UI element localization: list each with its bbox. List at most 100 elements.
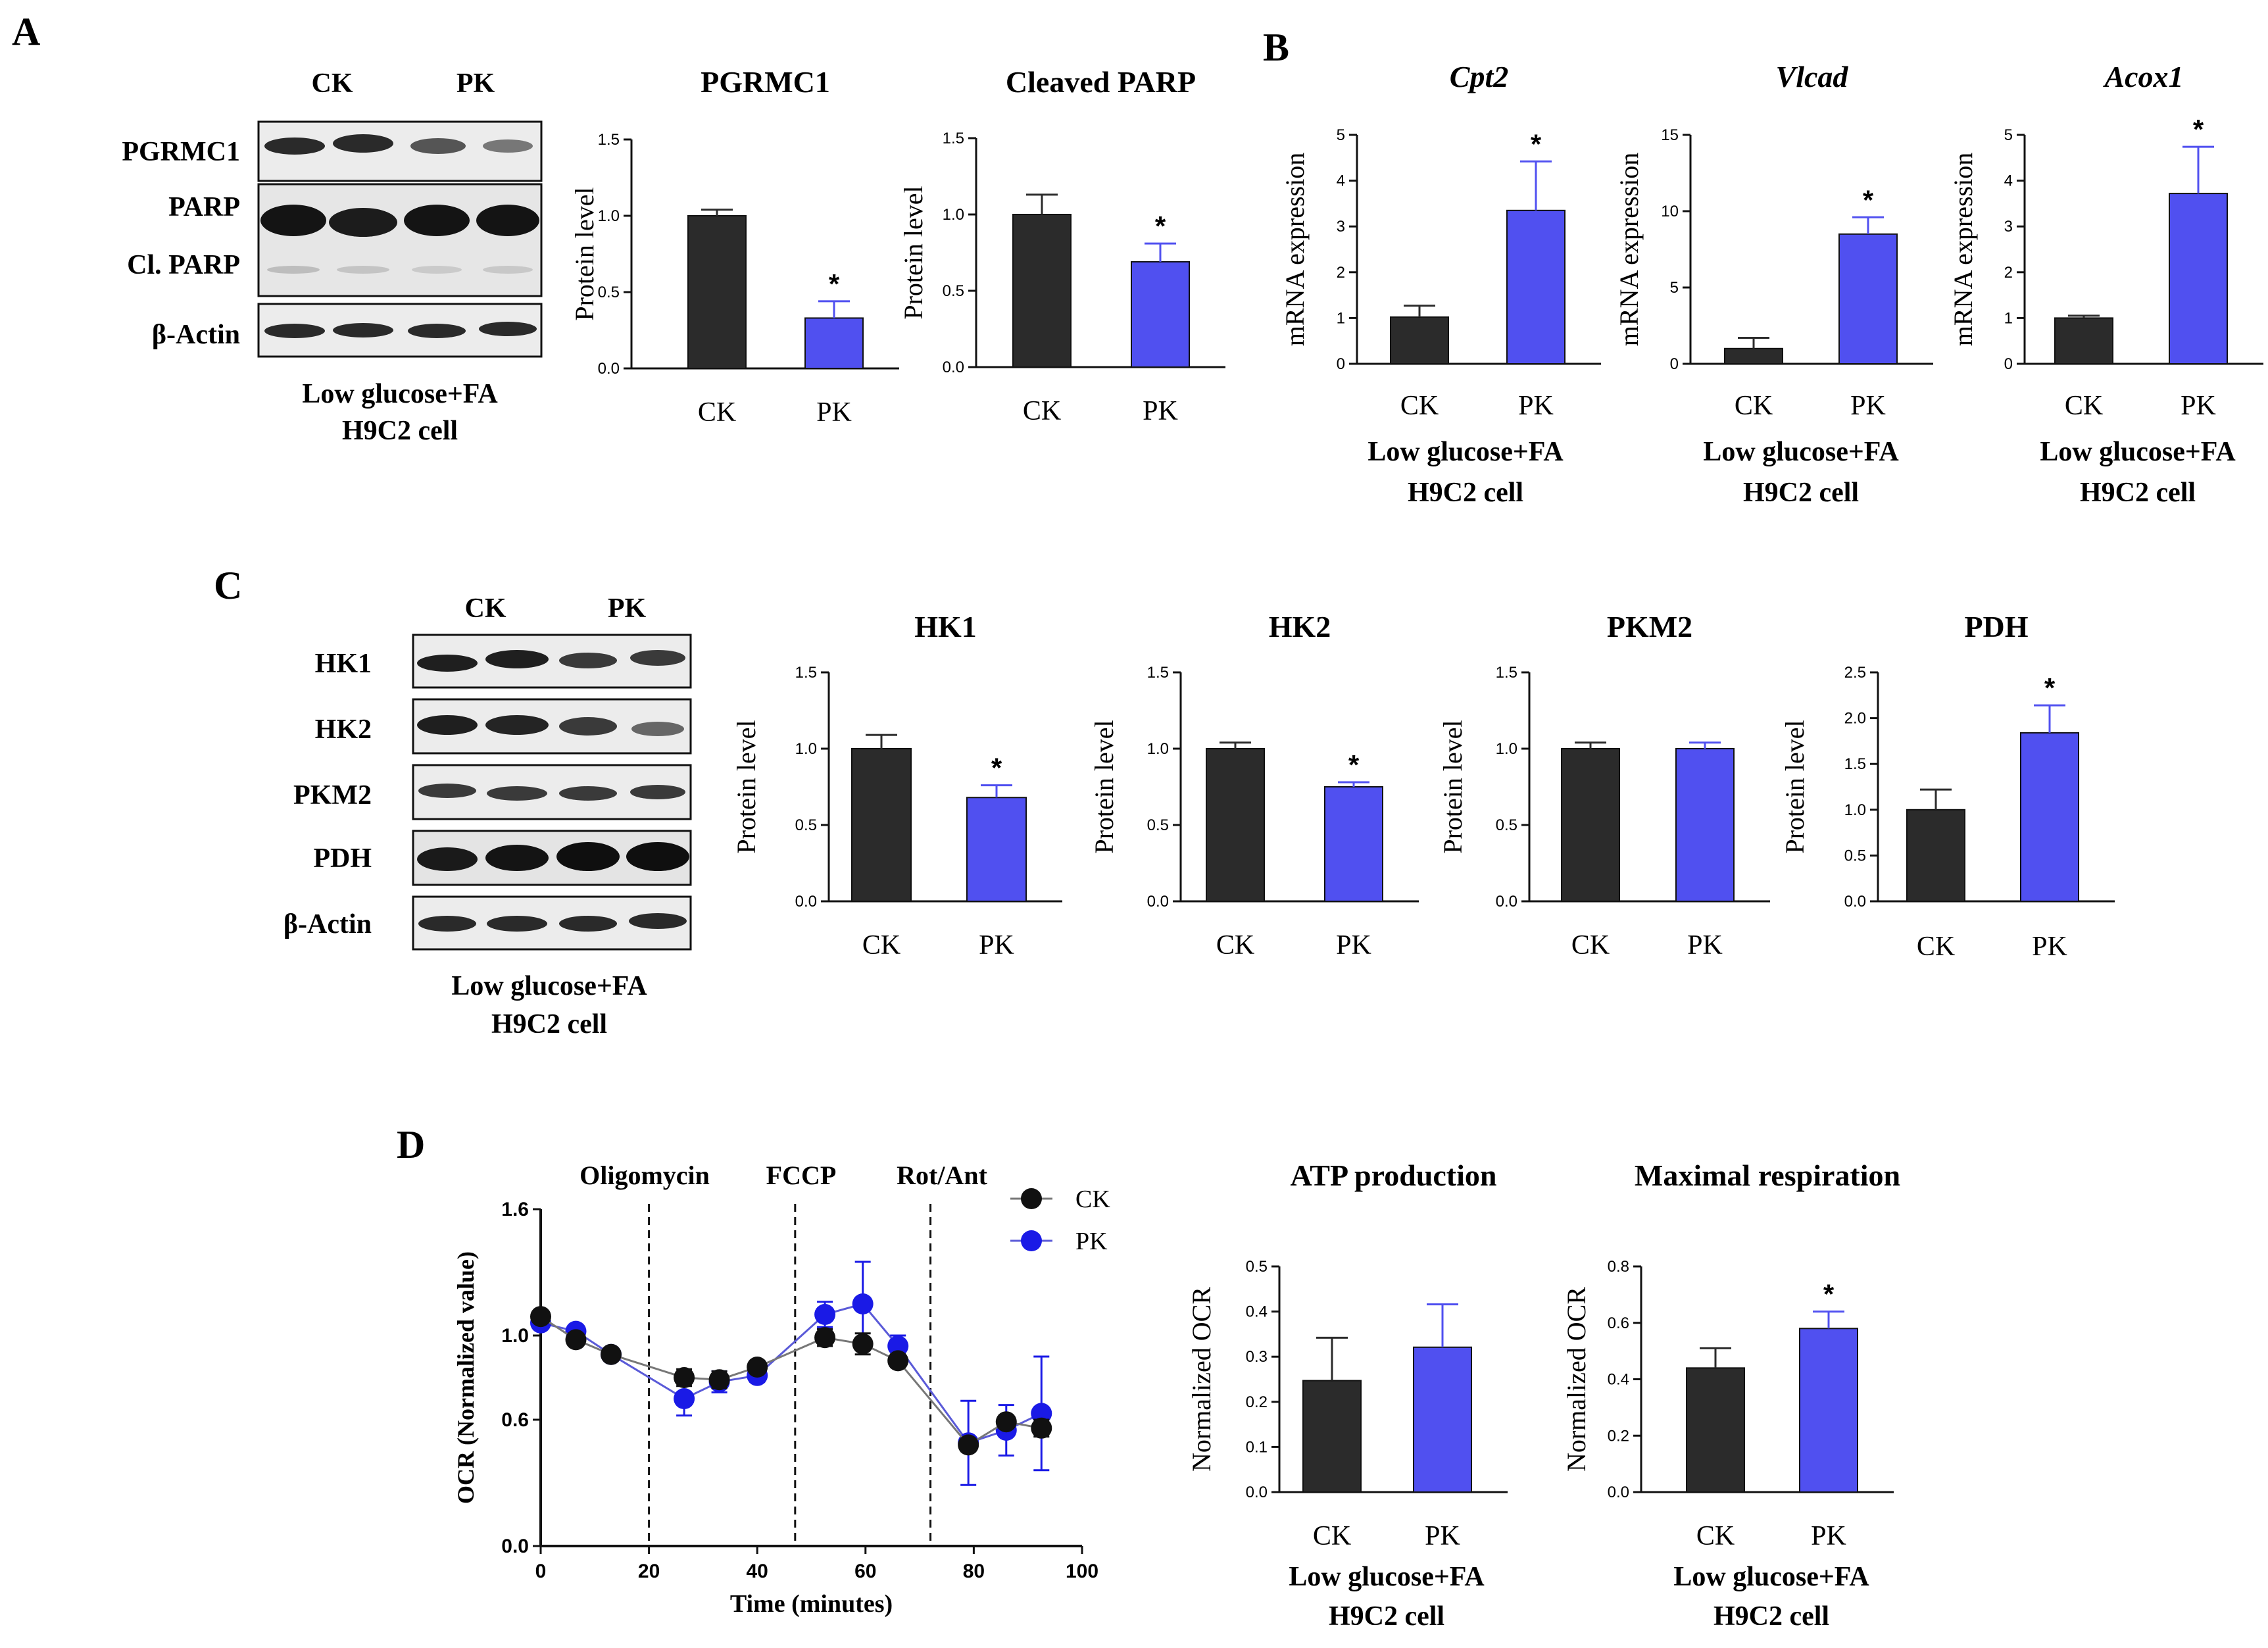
blot-c-label-actin: β-Actin: [284, 909, 372, 939]
b-cpt2-y-tick-label: 1: [1337, 309, 1345, 327]
b-acox1-y-tick-label: 3: [2004, 218, 2013, 236]
b-vlcad-title: Vlcad: [1776, 60, 1849, 93]
b-vlcad-y-label: mRNA expression: [1614, 153, 1644, 346]
d-max-footer-line1: Low glucose+FA: [1673, 1562, 1869, 1592]
c-pkm2-y-tick-label: 1.0: [1496, 740, 1517, 758]
ocr-point-ck: [852, 1333, 874, 1355]
b-vlcad-significance-star: *: [1863, 184, 1874, 215]
a-pgrmc1-category-label: CK: [698, 397, 736, 428]
chart-a-pgrmc1: PGRMC1 0.0 0.5 1.0 1.5 Protein level CK PK *: [570, 65, 899, 428]
ocr-point-ck: [530, 1306, 551, 1328]
b-cpt2-y-tick-label: 3: [1337, 218, 1345, 236]
a-pgrmc1-y-tick-label: 1.5: [598, 131, 620, 149]
blot-a-band: [337, 266, 389, 274]
a-parp-y-tick-label: 1.0: [943, 206, 964, 224]
d-atp-y-label: Normalized OCR: [1187, 1287, 1216, 1472]
blot-c-label-pkm2: PKM2: [293, 780, 372, 811]
d-max-y-tick-label: 0.2: [1608, 1427, 1629, 1445]
a-parp-category-label: PK: [1143, 396, 1178, 426]
blot-c-band: [487, 916, 547, 932]
ocr-x-tick-label: 40: [747, 1561, 768, 1582]
d-max-title: Maximal respiration: [1635, 1159, 1900, 1192]
a-parp-y-tick-label: 0.5: [943, 282, 964, 300]
b-vlcad-footer-line2: H9C2 cell: [1743, 478, 1859, 508]
b-acox1-y-tick-label: 2: [2004, 264, 2013, 282]
c-hk2-bar-ck: [1206, 748, 1265, 902]
d-atp-title: ATP production: [1291, 1159, 1497, 1192]
blot-c-band: [630, 650, 685, 666]
c-pdh-y-tick-label: 2.0: [1844, 710, 1866, 728]
ocr-point-ck: [565, 1329, 587, 1351]
blot-c-band: [626, 842, 689, 871]
blot-a-band: [412, 266, 462, 274]
a-pgrmc1-y-tick-label: 0.5: [598, 284, 620, 301]
c-hk1-category-label: PK: [979, 930, 1014, 961]
d-atp-y-tick-label: 0.0: [1246, 1484, 1268, 1501]
b-cpt2-y-tick-label: 5: [1337, 126, 1345, 144]
b-acox1-footer-line2: H9C2 cell: [2080, 478, 2196, 508]
chart-a-cleaved-parp: Cleaved PARP 0.0 0.5 1.0 1.5 Protein level CK P…: [899, 65, 1225, 426]
blot-c-band: [417, 655, 478, 672]
ocr-point-pk: [852, 1293, 874, 1314]
b-cpt2-y-tick-label: 2: [1337, 264, 1345, 282]
c-hk1-significance-star: *: [991, 753, 1002, 784]
chart-c-pkm2: PKM2 0.0 0.5 1.0 1.5 Protein level CK PK: [1438, 610, 1770, 961]
blot-c-band: [559, 786, 617, 801]
c-hk2-bar-pk: [1324, 786, 1383, 902]
ocr-y-tick-label: 1.0: [501, 1325, 529, 1347]
ocr-point-ck: [814, 1327, 836, 1349]
ocr-injection-label: FCCP: [766, 1161, 837, 1190]
d-atp-category-label: CK: [1313, 1521, 1351, 1551]
d-max-y-label: Normalized OCR: [1562, 1287, 1591, 1472]
panel-letter-d: D: [397, 1123, 425, 1166]
d-max-y-tick-label: 0.6: [1608, 1314, 1629, 1332]
a-parp-significance-star: *: [1155, 211, 1166, 241]
blot-a: CK PK PGRMC1 PARP Cl. PARP β-Actin Low g…: [122, 68, 543, 446]
blot-c-band: [629, 913, 687, 929]
c-hk1-bar-ck: [851, 748, 912, 902]
d-atp-footer-line2: H9C2 cell: [1329, 1601, 1444, 1632]
blot-a-label-parp: PARP: [168, 192, 240, 222]
blot-c-band: [559, 653, 617, 668]
d-max-y-tick-label: 0.4: [1608, 1371, 1629, 1389]
chart-b-acox1: Acox1 0 1 2 3 4 5 mRNA expression CK PK *: [1948, 60, 2263, 421]
chart-d-maximal-respiration: Maximal respiration 0.0 0.2 0.4 0.6 0.8 Normal…: [1562, 1159, 1900, 1551]
ocr-point-pk: [1031, 1403, 1052, 1424]
blot-a-band: [264, 137, 325, 155]
ocr-legend-label-pk: PK: [1075, 1228, 1108, 1255]
blot-a-band: [329, 208, 397, 237]
blot-a-label-actin: β-Actin: [152, 320, 240, 350]
panel-letter-b: B: [1263, 26, 1289, 69]
c-hk1-y-tick-label: 0.0: [795, 893, 817, 911]
d-atp-category-label: PK: [1425, 1521, 1460, 1551]
blot-c: CK PK HK1 HK2 PKM2 PDH β-Actin Low gluco: [284, 593, 692, 1039]
a-pgrmc1-bar-pk: [804, 317, 864, 369]
d-max-y-tick-label: 0.0: [1608, 1484, 1629, 1501]
d-max-bar-pk: [1799, 1328, 1858, 1493]
chart-c-pdh: PDH 0.0 0.5 1.0 1.5 2.0 2.5 Protein level CK PK *: [1780, 610, 2115, 962]
b-vlcad-y-tick-label: 0: [1670, 355, 1679, 373]
c-pdh-category-label: PK: [2032, 932, 2067, 962]
d-max-footer-line2: H9C2 cell: [1713, 1601, 1829, 1632]
a-pgrmc1-y-label: Protein level: [570, 187, 599, 320]
b-cpt2-footer-line2: H9C2 cell: [1408, 478, 1523, 508]
c-hk1-y-label: Protein level: [731, 720, 761, 853]
chart-c-hk2: HK2 0.0 0.5 1.0 1.5 Protein level CK PK *: [1089, 610, 1419, 961]
b-vlcad-y-tick-label: 15: [1661, 126, 1679, 144]
blot-a-band: [404, 205, 470, 236]
blot-c-band: [417, 715, 478, 735]
ocr-point-ck: [995, 1411, 1017, 1433]
blot-a-band: [264, 324, 325, 338]
a-pgrmc1-category-label: PK: [816, 397, 852, 428]
a-parp-title: Cleaved PARP: [1006, 65, 1196, 99]
b-vlcad-bar-ck: [1724, 347, 1783, 364]
blot-a-group-ck: CK: [312, 68, 353, 99]
ocr-point-ck: [747, 1357, 768, 1378]
blot-a-label-pgrmc1: PGRMC1: [122, 137, 240, 167]
c-pkm2-category-label: PK: [1687, 930, 1723, 961]
blot-c-band: [418, 916, 476, 932]
a-parp-bar-pk: [1131, 261, 1190, 368]
b-acox1-bar-ck: [2054, 317, 2113, 364]
b-vlcad-category-label: PK: [1850, 391, 1886, 421]
b-vlcad-bar-pk: [1838, 233, 1898, 364]
